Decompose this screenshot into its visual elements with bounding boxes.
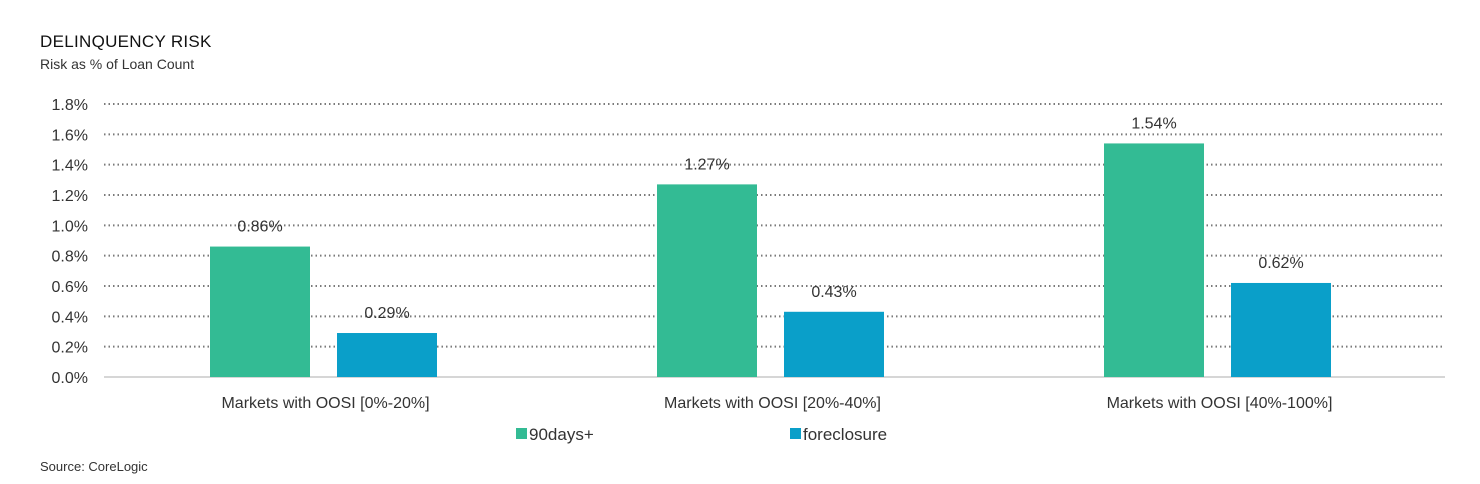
y-tick-label: 1.4%: [52, 158, 88, 175]
bar-foreclosure: [1231, 282, 1331, 377]
data-label: 0.62%: [1258, 255, 1303, 272]
chart-title: DELINQUENCY RISK: [40, 32, 212, 51]
x-category-label: Markets with OOSI [20%-40%]: [664, 395, 881, 412]
y-tick-label: 0.0%: [52, 370, 88, 387]
data-labels: 0.86% 0.29% 1.27% 0.43% 1.54% 0.62%: [237, 115, 1303, 322]
data-label: 0.29%: [364, 305, 409, 322]
y-tick-label: 0.6%: [52, 279, 88, 296]
y-tick-label: 0.8%: [52, 249, 88, 266]
source-note: Source: CoreLogic: [40, 459, 148, 474]
x-axis: Markets with OOSI [0%-20%] Markets with O…: [221, 395, 1332, 412]
gridlines: [104, 103, 1445, 348]
y-tick-label: 1.0%: [52, 218, 88, 235]
y-tick-label: 0.2%: [52, 340, 88, 357]
x-category-label: Markets with OOSI [40%-100%]: [1107, 395, 1333, 412]
bars: [210, 143, 1331, 377]
y-tick-label: 1.8%: [52, 97, 88, 114]
x-category-label: Markets with OOSI [0%-20%]: [221, 395, 429, 412]
chart-subtitle: Risk as % of Loan Count: [40, 56, 195, 72]
legend: 90days+ foreclosure: [516, 425, 887, 444]
bar-90days-: [210, 246, 310, 377]
y-axis: 0.0% 0.2% 0.4% 0.6% 0.8% 1.0% 1.2% 1.4% 1.6% 1.8%: [52, 97, 1445, 387]
bar-90days-: [657, 184, 757, 377]
legend-label: foreclosure: [803, 425, 887, 444]
y-tick-label: 1.2%: [52, 188, 88, 205]
bar-foreclosure: [784, 311, 884, 377]
bar-90days-: [1104, 143, 1204, 377]
y-tick-label: 1.6%: [52, 127, 88, 144]
legend-swatch: [790, 428, 801, 439]
y-tick-label: 0.4%: [52, 309, 88, 326]
legend-label: 90days+: [529, 425, 594, 444]
legend-swatch: [516, 428, 527, 439]
data-label: 0.86%: [237, 219, 282, 236]
data-label: 1.54%: [1131, 115, 1176, 132]
bar-foreclosure: [337, 333, 437, 377]
data-label: 0.43%: [811, 284, 856, 301]
data-label: 1.27%: [684, 156, 729, 173]
